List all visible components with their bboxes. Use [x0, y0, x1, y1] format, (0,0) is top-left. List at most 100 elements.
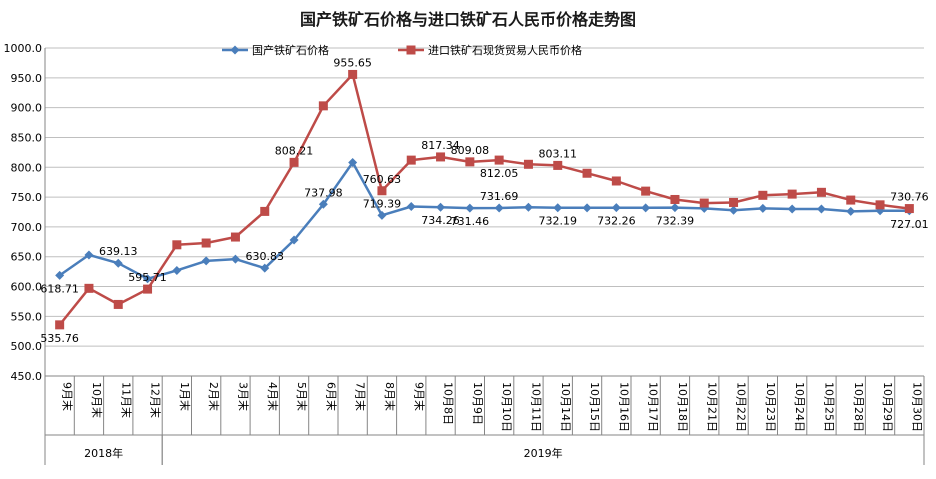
data-label: 732.26: [597, 215, 636, 228]
data-point: [582, 168, 592, 178]
data-label: 731.46: [451, 215, 490, 228]
data-label: 732.19: [539, 215, 578, 228]
chart-title: 国产铁矿石价格与进口铁矿石人民币价格走势图: [300, 10, 636, 29]
data-label: 732.39: [656, 215, 695, 228]
y-tick-label: 1000.0: [4, 42, 43, 55]
x-tick-label: 9月末: [61, 382, 75, 411]
legend-label: 进口铁矿石现货贸易人民币价格: [428, 43, 582, 57]
x-tick-label: 10月16日: [617, 382, 630, 432]
data-point: [553, 160, 563, 170]
data-point: [611, 176, 621, 186]
y-tick-label: 450.0: [11, 370, 43, 383]
data-point: [553, 203, 563, 213]
data-label: 535.76: [40, 332, 79, 345]
data-point: [611, 203, 621, 213]
data-point: [260, 206, 270, 216]
x-tick-label: 3月末: [236, 382, 250, 411]
data-point: [494, 203, 504, 213]
data-point: [641, 203, 651, 213]
data-point: [113, 299, 123, 309]
data-label: 595.71: [128, 271, 167, 284]
data-label: 812.05: [480, 167, 519, 180]
data-point: [875, 200, 885, 210]
y-tick-label: 950.0: [11, 72, 43, 85]
x-tick-label: 1月末: [178, 382, 192, 411]
x-tick-label: 6月末: [324, 382, 338, 411]
x-tick-label: 10月末: [90, 382, 104, 418]
data-label: 817.34: [421, 139, 460, 152]
data-point: [377, 210, 387, 220]
data-point: [436, 152, 446, 162]
x-tick-label: 10月8日: [442, 382, 455, 425]
x-tick-label: 10月22日: [735, 382, 748, 432]
data-point: [172, 265, 182, 275]
x-tick-label: 10月21日: [705, 382, 718, 432]
data-point: [787, 204, 797, 214]
x-tick-label: 5月末: [295, 382, 309, 411]
data-point: [84, 283, 94, 293]
data-label: 808.21: [275, 144, 314, 157]
data-label: 731.69: [480, 190, 519, 203]
y-tick-label: 700.0: [11, 221, 43, 234]
legend-label: 国产铁矿石价格: [252, 43, 329, 57]
data-point: [758, 190, 768, 200]
data-point: [348, 69, 358, 79]
data-point: [318, 199, 328, 209]
y-tick-label: 850.0: [11, 131, 43, 144]
y-tick-label: 600.0: [11, 281, 43, 294]
data-point: [670, 203, 680, 213]
data-point: [260, 263, 270, 273]
data-point: [143, 274, 153, 284]
data-point: [143, 284, 153, 294]
data-point: [523, 202, 533, 212]
x-tick-label: 9月末: [412, 382, 426, 411]
data-point: [758, 203, 768, 213]
data-point: [406, 155, 416, 165]
x-tick-label: 4月末: [266, 382, 280, 411]
x-tick-label: 10月28日: [852, 382, 865, 432]
data-point: [846, 195, 856, 205]
x-tick-label: 10月14日: [559, 382, 572, 432]
data-point: [172, 240, 182, 250]
data-label: 719.39: [363, 197, 402, 210]
data-point: [904, 204, 914, 214]
y-tick-label: 650.0: [11, 251, 43, 264]
x-tick-label: 7月末: [354, 382, 368, 411]
data-point: [641, 186, 651, 196]
x-tick-label: 10月23日: [764, 382, 777, 432]
x-tick-label: 12月末: [149, 382, 163, 418]
data-point: [465, 203, 475, 213]
data-point: [465, 157, 475, 167]
data-point: [582, 203, 592, 213]
data-point: [816, 204, 826, 214]
data-label: 760.63: [363, 173, 402, 186]
series-line: [58, 161, 910, 281]
x-tick-label: 2月末: [207, 382, 221, 411]
data-point: [201, 256, 211, 266]
data-point: [289, 235, 299, 245]
data-point: [55, 320, 65, 330]
data-point: [230, 232, 240, 242]
x-tick-label: 10月15日: [588, 382, 601, 432]
data-point: [816, 187, 826, 197]
x-tick-label: 10月29日: [881, 382, 894, 432]
data-point: [289, 157, 299, 167]
x-tick-label: 11月末: [119, 382, 133, 418]
data-point: [377, 186, 387, 196]
y-tick-label: 900.0: [11, 102, 43, 115]
data-point: [406, 201, 416, 211]
x-tick-label: 10月30日: [910, 382, 923, 432]
data-point: [523, 159, 533, 169]
data-point: [729, 197, 739, 207]
data-point: [436, 202, 446, 212]
data-label: 955.65: [333, 56, 372, 69]
data-point: [318, 101, 328, 111]
x-tick-label: 10月24日: [793, 382, 806, 432]
data-point: [201, 238, 211, 248]
data-label: 618.71: [40, 282, 79, 295]
x-group-label: 2019年: [524, 446, 563, 460]
data-label: 809.08: [451, 144, 490, 157]
data-label: 737.98: [304, 186, 343, 199]
data-point: [113, 258, 123, 268]
